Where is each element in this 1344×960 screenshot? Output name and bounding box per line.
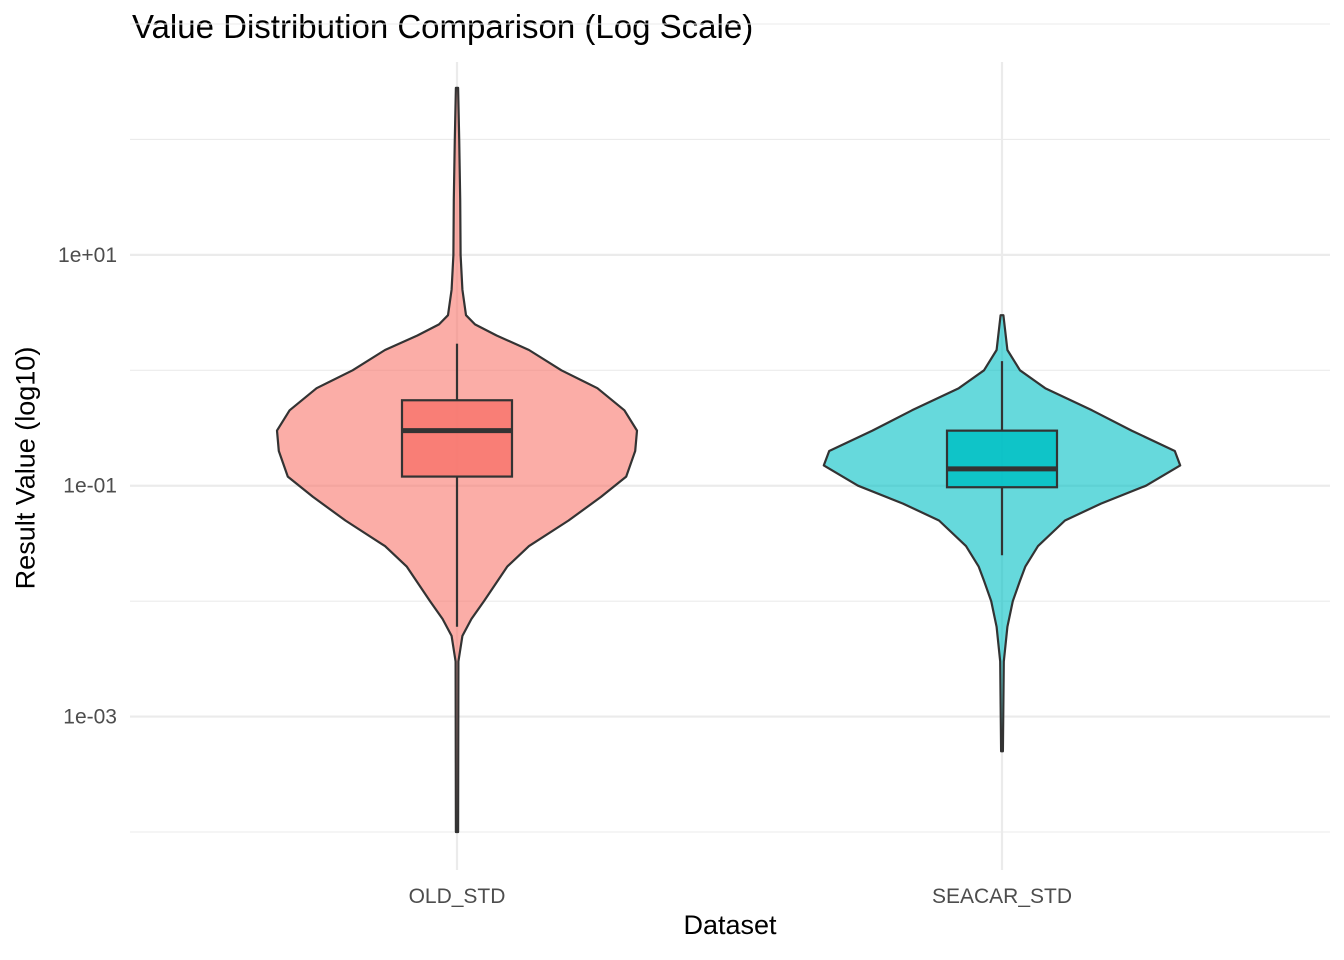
violins — [275, 86, 1182, 834]
chart-title: Value Distribution Comparison (Log Scale… — [132, 8, 754, 45]
box — [400, 399, 514, 478]
violin-seacar-std — [822, 314, 1182, 753]
y-axis-ticks: 1e+01 1e-01 1e-03 — [58, 244, 117, 729]
y-tick-label: 1e+01 — [58, 244, 117, 267]
y-tick-label: 1e-01 — [63, 475, 117, 498]
violin-old-std — [275, 86, 639, 834]
x-axis-ticks: OLD_STD SEACAR_STD — [409, 885, 1072, 908]
x-axis-label: Dataset — [683, 910, 777, 940]
box — [945, 429, 1059, 489]
y-tick-label: 1e-03 — [63, 706, 117, 729]
x-tick-label: OLD_STD — [409, 885, 506, 908]
x-tick-label: SEACAR_STD — [932, 885, 1072, 908]
